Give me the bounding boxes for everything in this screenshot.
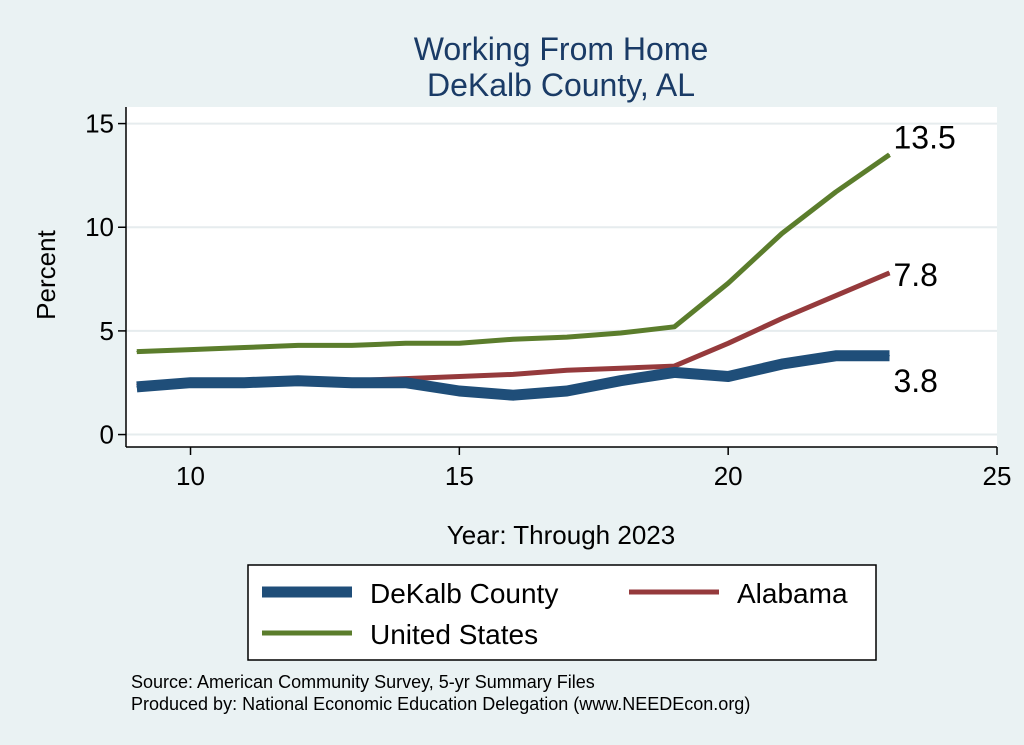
data-point-dekalb — [297, 380, 299, 382]
legend-label-dekalb: DeKalb County — [370, 578, 558, 609]
data-point-alabama — [620, 367, 622, 369]
legend-label-alabama: Alabama — [737, 578, 848, 609]
data-point-dekalb — [620, 380, 622, 382]
chart-title-line-2: DeKalb County, AL — [427, 67, 695, 103]
chart-title-line-1: Working From Home — [414, 31, 709, 67]
footer-produced-by: Produced by: National Economic Education… — [131, 694, 750, 714]
data-point-alabama — [835, 295, 837, 297]
data-point-dekalb — [243, 382, 245, 384]
data-point-dekalb — [458, 390, 460, 392]
data-point-alabama — [727, 342, 729, 344]
data-point-alabama — [781, 317, 783, 319]
data-point-united-states — [620, 332, 622, 334]
data-point-united-states — [243, 346, 245, 348]
data-point-dekalb — [835, 355, 837, 357]
data-point-alabama — [673, 365, 675, 367]
data-point-united-states — [673, 326, 675, 328]
x-tick-label: 15 — [445, 461, 474, 491]
data-point-united-states — [136, 351, 138, 353]
data-point-dekalb — [405, 382, 407, 384]
x-axis-label: Year: Through 2023 — [447, 520, 675, 550]
data-point-alabama — [458, 376, 460, 378]
x-tick-label: 25 — [983, 461, 1012, 491]
legend-label-united-states: United States — [370, 619, 538, 650]
y-tick-label: 0 — [100, 420, 114, 450]
y-tick-label: 15 — [85, 109, 114, 139]
end-label-united-states: 13.5 — [893, 120, 955, 156]
data-point-united-states — [835, 191, 837, 193]
data-point-alabama — [888, 272, 890, 274]
data-point-dekalb — [136, 386, 138, 388]
x-tick-label: 10 — [176, 461, 205, 491]
y-axis-label: Percent — [31, 229, 61, 319]
data-point-alabama — [566, 369, 568, 371]
data-point-dekalb — [190, 382, 192, 384]
series-layer — [136, 152, 891, 401]
end-labels: 3.8 7.8 13.5 — [893, 120, 955, 399]
y-tick-label: 10 — [85, 212, 114, 242]
data-point-united-states — [297, 344, 299, 346]
data-point-united-states — [405, 342, 407, 344]
data-point-united-states — [351, 344, 353, 346]
x-tick-label: 20 — [714, 461, 743, 491]
footer-source: Source: American Community Survey, 5-yr … — [131, 672, 595, 692]
data-point-united-states — [190, 349, 192, 351]
data-point-dekalb — [727, 376, 729, 378]
data-point-dekalb — [673, 371, 675, 373]
end-label-alabama: 7.8 — [893, 257, 937, 293]
data-point-dekalb — [888, 355, 890, 357]
data-point-united-states — [781, 232, 783, 234]
data-point-dekalb — [566, 390, 568, 392]
y-tick-label: 5 — [100, 316, 114, 346]
end-label-dekalb: 3.8 — [893, 363, 937, 399]
data-point-united-states — [888, 154, 890, 156]
data-point-dekalb — [351, 382, 353, 384]
grid-lines — [126, 122, 997, 436]
data-point-alabama — [512, 373, 514, 375]
data-point-dekalb — [512, 394, 514, 396]
axes: 0 5 10 15 10 15 20 25 — [85, 107, 1011, 491]
data-point-united-states — [512, 338, 514, 340]
data-point-dekalb — [781, 363, 783, 365]
data-point-united-states — [458, 342, 460, 344]
legend: DeKalb County Alabama United States — [247, 564, 877, 661]
data-point-united-states — [566, 336, 568, 338]
legend-box — [247, 564, 877, 661]
data-point-united-states — [727, 282, 729, 284]
